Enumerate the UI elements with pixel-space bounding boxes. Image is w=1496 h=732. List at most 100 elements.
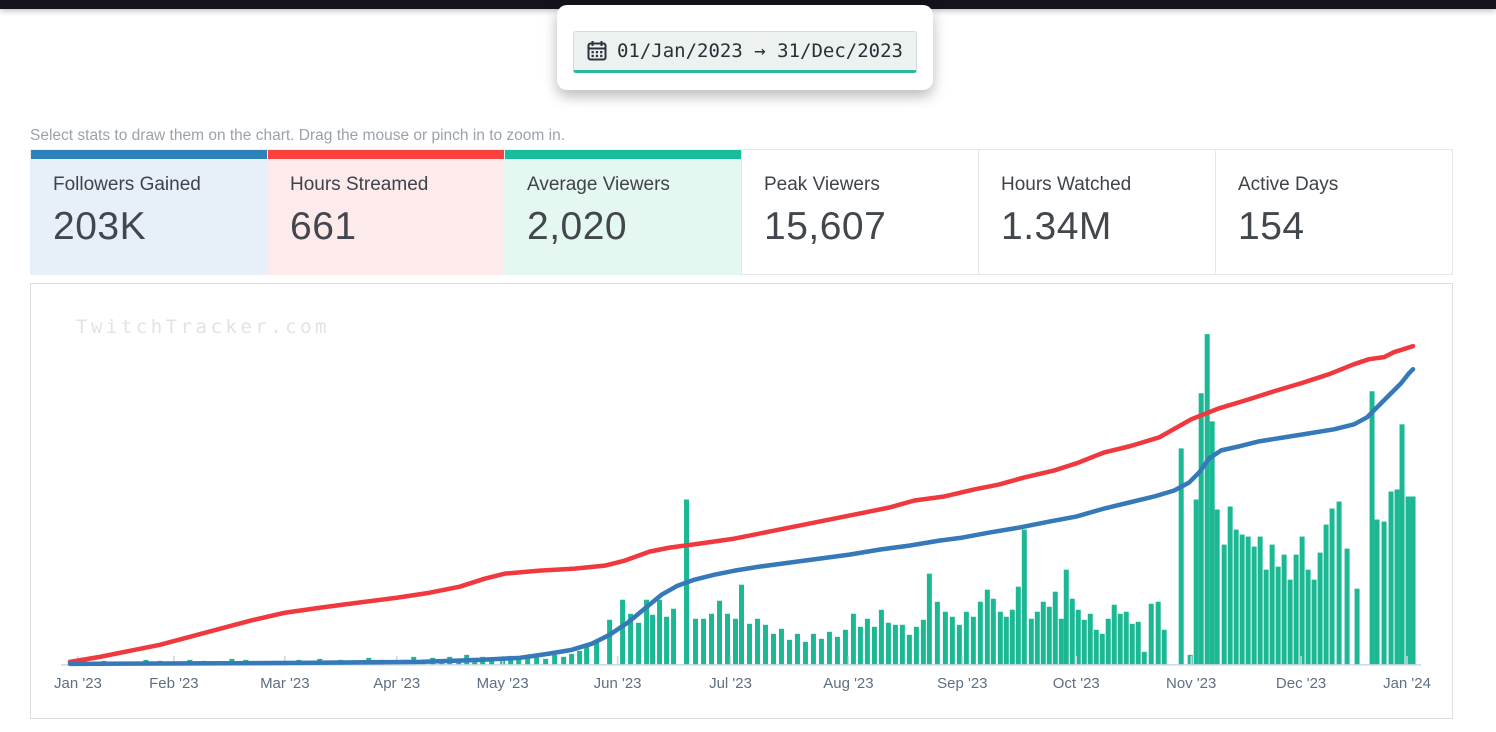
bar <box>1287 579 1293 665</box>
bar <box>786 639 792 665</box>
bar <box>1198 393 1204 665</box>
bar <box>628 613 634 665</box>
stat-body: Peak Viewers 15,607 <box>742 150 978 249</box>
bar <box>770 633 776 665</box>
bar <box>1374 519 1380 665</box>
bar <box>899 624 905 665</box>
bar <box>970 616 976 665</box>
bar <box>1052 591 1058 665</box>
bar <box>1135 621 1141 665</box>
bar <box>1311 579 1317 665</box>
stat-card-hours-watched[interactable]: Hours Watched 1.34M <box>978 149 1216 275</box>
bar <box>1193 499 1199 665</box>
bar <box>818 638 824 665</box>
bar <box>1155 601 1161 665</box>
bar <box>1087 613 1093 665</box>
x-axis-label: Dec '23 <box>1276 675 1326 692</box>
date-range-text: 01/Jan/2023 → 31/Dec/2023 <box>617 40 903 62</box>
stat-body: Average Viewers 2,020 <box>505 150 741 249</box>
bar <box>1275 566 1281 665</box>
bar <box>1227 506 1233 665</box>
bar <box>1263 569 1269 665</box>
bar <box>1141 651 1147 665</box>
stat-body: Hours Watched 1.34M <box>979 150 1215 249</box>
bar <box>1233 529 1239 665</box>
stat-card-active-days[interactable]: Active Days 154 <box>1215 149 1453 275</box>
bar <box>1354 588 1360 665</box>
x-axis-label: Oct '23 <box>1053 675 1100 692</box>
bar <box>569 653 575 665</box>
bar <box>1388 491 1394 665</box>
bar <box>1178 448 1184 665</box>
stat-body: Hours Streamed 661 <box>268 150 504 249</box>
bar <box>1003 616 1009 665</box>
bar <box>1099 633 1105 665</box>
bar <box>1063 569 1069 665</box>
bar <box>1204 334 1210 665</box>
bar <box>990 598 996 665</box>
bar <box>1251 546 1257 665</box>
stat-card-average-viewers[interactable]: Average Viewers 2,020 <box>504 149 742 275</box>
stat-label: Hours Streamed <box>290 174 429 195</box>
bar <box>701 618 707 665</box>
bar <box>1046 606 1052 665</box>
bar <box>913 626 919 665</box>
bar <box>871 626 877 665</box>
bar <box>607 619 613 665</box>
bar <box>644 599 650 665</box>
bar <box>1410 496 1416 665</box>
stat-label: Average Viewers <box>527 174 670 195</box>
bar <box>942 611 948 665</box>
bar <box>1129 623 1135 665</box>
bar <box>1187 654 1193 665</box>
bar <box>963 611 969 665</box>
bar <box>1394 489 1400 665</box>
bar <box>997 611 1003 665</box>
bar <box>1105 618 1111 665</box>
bar <box>1015 586 1021 665</box>
stat-color-strip <box>31 150 267 159</box>
stat-label: Hours Watched <box>1001 174 1132 195</box>
bar <box>842 629 848 665</box>
bar <box>906 634 912 665</box>
bar <box>762 624 768 665</box>
bar <box>754 618 760 665</box>
chart-plot-area[interactable]: Jan '23 Feb '23 Mar '23 Apr '23 May '23 Jun '… <box>31 284 1452 718</box>
bar <box>977 601 983 665</box>
bar <box>1399 424 1405 665</box>
date-end: 31/Dec/2023 <box>777 39 904 62</box>
bar <box>577 650 583 665</box>
bar <box>746 623 752 665</box>
stat-card-followers-gained[interactable]: Followers Gained 203K <box>30 149 268 275</box>
bar <box>552 654 558 665</box>
x-axis-label: Sep '23 <box>937 675 987 692</box>
bar <box>850 613 856 665</box>
bar <box>1305 569 1311 665</box>
bar <box>1245 536 1251 665</box>
bar <box>693 618 699 665</box>
bar <box>1075 609 1081 665</box>
date-range-input[interactable]: 01/Jan/2023 → 31/Dec/2023 <box>572 30 918 73</box>
stat-value: 2,020 <box>527 205 628 248</box>
hint-text: Select stats to draw them on the chart. … <box>30 127 566 144</box>
bar <box>717 600 723 665</box>
stat-card-peak-viewers[interactable]: Peak Viewers 15,607 <box>741 149 979 275</box>
bar <box>1405 496 1411 665</box>
bar <box>739 584 744 665</box>
bar <box>1034 611 1040 665</box>
stat-color-strip <box>505 150 741 159</box>
bar <box>1293 554 1299 665</box>
bar <box>636 622 642 665</box>
bar <box>1336 501 1342 665</box>
stat-value: 1.34M <box>1001 205 1112 248</box>
bar <box>1299 536 1305 665</box>
bar <box>1269 544 1275 665</box>
date-start: 01/Jan/2023 <box>616 39 743 62</box>
stat-card-hours-streamed[interactable]: Hours Streamed 661 <box>267 149 505 275</box>
bar <box>561 656 567 665</box>
bar <box>892 624 898 665</box>
x-axis-label: Jun '23 <box>594 675 642 692</box>
bar <box>834 636 840 665</box>
bar <box>864 618 870 665</box>
